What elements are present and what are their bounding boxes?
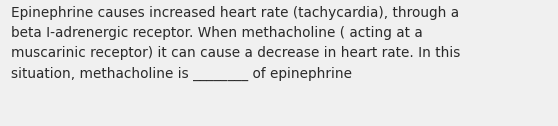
Text: Epinephrine causes increased heart rate (tachycardia), through a
beta I-adrenerg: Epinephrine causes increased heart rate … bbox=[11, 6, 460, 81]
